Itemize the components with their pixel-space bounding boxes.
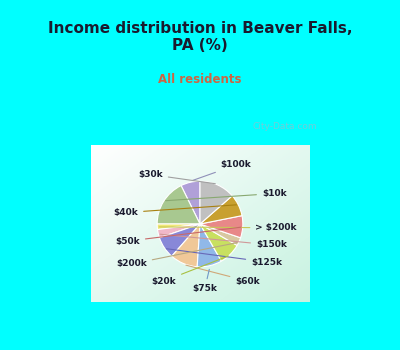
Text: City-Data.com: City-Data.com <box>252 122 317 131</box>
Wedge shape <box>157 186 200 224</box>
Text: $60k: $60k <box>186 265 260 286</box>
Text: $100k: $100k <box>193 161 252 180</box>
Wedge shape <box>200 224 237 261</box>
Wedge shape <box>200 181 232 224</box>
Wedge shape <box>197 224 222 267</box>
Text: All residents: All residents <box>158 73 242 86</box>
Text: $20k: $20k <box>152 256 228 286</box>
Text: $30k: $30k <box>138 170 215 184</box>
Wedge shape <box>160 224 200 256</box>
Wedge shape <box>200 196 242 224</box>
Wedge shape <box>158 224 200 238</box>
Text: $10k: $10k <box>166 189 286 201</box>
Text: > $200k: > $200k <box>159 223 297 232</box>
Wedge shape <box>181 181 200 224</box>
Text: $75k: $75k <box>192 270 217 293</box>
Text: $50k: $50k <box>115 227 241 246</box>
Text: Income distribution in Beaver Falls,
PA (%): Income distribution in Beaver Falls, PA … <box>48 21 352 54</box>
Text: $150k: $150k <box>160 234 287 250</box>
Text: $200k: $200k <box>116 243 237 268</box>
Wedge shape <box>157 224 200 230</box>
Wedge shape <box>200 224 240 245</box>
Wedge shape <box>172 224 200 267</box>
Text: $125k: $125k <box>166 249 282 267</box>
Wedge shape <box>200 216 243 238</box>
Text: $40k: $40k <box>113 205 236 217</box>
